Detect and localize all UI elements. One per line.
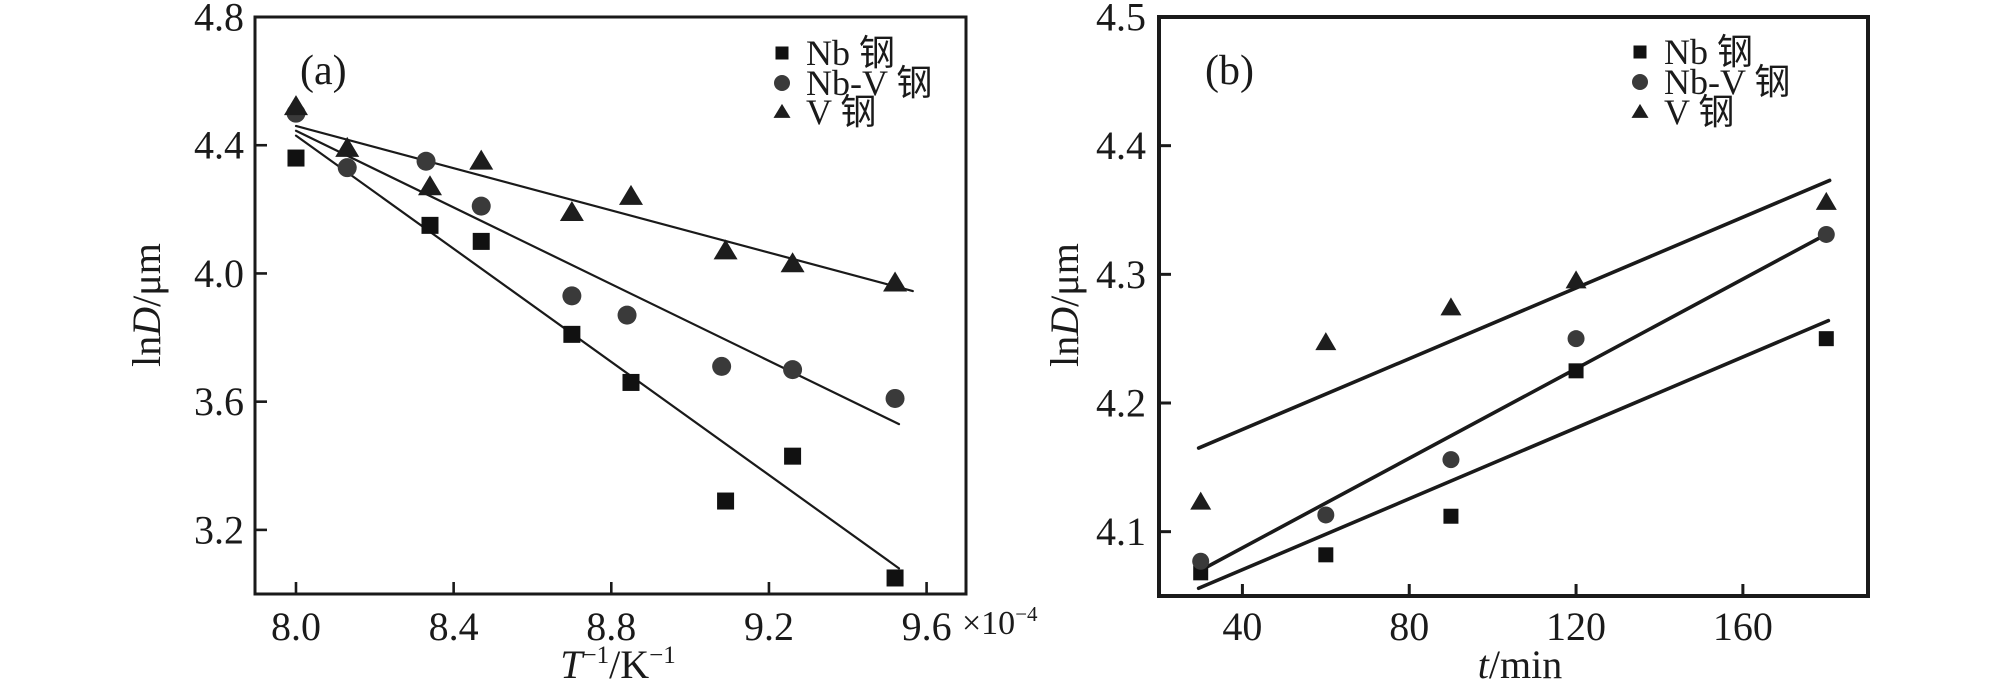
point-triangle (1190, 491, 1212, 510)
point-square (472, 232, 490, 250)
x-tick-label: 8.4 (429, 604, 479, 649)
x-tick-label: 9.2 (744, 604, 794, 649)
point-square (1443, 508, 1459, 524)
x-axis-label: t/min (1478, 642, 1562, 687)
point-triangle (713, 239, 738, 260)
point-square (784, 447, 802, 465)
y-tick-label: 4.8 (194, 0, 244, 40)
legend-marker-triangle (1631, 103, 1649, 118)
point-triangle (1440, 297, 1462, 316)
fit-line-triangle (294, 124, 914, 293)
legend-marker-triangle (773, 103, 791, 118)
legend-label: Nb 钢 (806, 33, 895, 73)
y-tick-label: 4.0 (194, 251, 244, 296)
point-circle (337, 158, 357, 178)
point-circle (1192, 552, 1210, 570)
legend-label: V 钢 (806, 92, 876, 132)
x-tick-label: 80 (1389, 604, 1429, 649)
point-square (1568, 363, 1584, 379)
point-square (1318, 547, 1334, 563)
fit-line-circle (1198, 231, 1831, 573)
y-axis-label: lnD/μm (1042, 243, 1087, 367)
point-triangle (780, 252, 805, 273)
point-circle (617, 305, 637, 325)
fit-line-square (294, 134, 901, 570)
x-tick-label: 9.6 (902, 604, 952, 649)
x-tick-label: 8.8 (586, 604, 636, 649)
point-circle (783, 360, 803, 380)
point-square (287, 149, 305, 167)
x-tick-label: 120 (1546, 604, 1606, 649)
y-tick-label: 4.4 (194, 123, 244, 168)
y-tick-label: 4.3 (1096, 252, 1146, 297)
legend-label: Nb-V 钢 (806, 63, 932, 103)
legend-label: Nb-V 钢 (1664, 62, 1790, 102)
point-circle (416, 151, 436, 171)
point-circle (1817, 225, 1835, 243)
point-circle (562, 286, 582, 306)
point-square (1193, 565, 1209, 581)
point-square (717, 492, 735, 510)
point-square (886, 569, 904, 587)
y-tick-label: 3.6 (194, 379, 244, 424)
point-circle (1442, 451, 1460, 469)
point-triangle (883, 271, 908, 292)
legend-label: Nb 钢 (1664, 32, 1753, 72)
point-circle (885, 388, 905, 408)
x-axis-label: T−1/K−1 (560, 642, 675, 687)
fit-line-circle (294, 129, 901, 426)
y-axis-label: lnD/μm (124, 243, 169, 367)
point-square (421, 216, 439, 234)
panel-b: Nb 钢Nb-V 钢V 钢 (1157, 15, 1870, 598)
plot-frame (1157, 15, 1870, 598)
point-triangle (335, 136, 360, 157)
y-tick-label: 4.2 (1096, 381, 1146, 426)
point-triangle (1815, 191, 1837, 210)
panel-label: (a) (300, 48, 347, 94)
legend-marker-circle (1632, 74, 1648, 90)
point-triangle (283, 95, 308, 116)
legend-label: V 钢 (1664, 92, 1734, 132)
panel-label: (b) (1205, 48, 1254, 94)
fit-line-triangle (1196, 178, 1832, 450)
point-triangle (559, 200, 584, 221)
y-tick-label: 4.4 (1096, 123, 1146, 168)
point-triangle (1565, 270, 1587, 289)
fit-line-square (1196, 318, 1831, 591)
legend-marker-square (1633, 45, 1647, 59)
point-circle (712, 356, 732, 376)
point-triangle (1315, 332, 1337, 351)
panel-a: Nb 钢Nb-V 钢V 钢 (253, 15, 968, 596)
legend: Nb 钢Nb-V 钢V 钢 (1631, 32, 1790, 132)
y-tick-label: 3.2 (194, 507, 244, 552)
point-circle (1567, 330, 1585, 348)
point-square (622, 373, 640, 391)
legend-marker-square (775, 46, 789, 60)
y-tick-label: 4.1 (1096, 509, 1146, 554)
point-square (1818, 331, 1834, 347)
point-triangle (618, 184, 643, 205)
point-triangle (469, 149, 494, 170)
x-axis-multiplier: ×10−4 (962, 602, 1038, 642)
x-tick-label: 8.0 (271, 604, 321, 649)
point-circle (471, 196, 491, 216)
y-tick-label: 4.5 (1096, 0, 1146, 40)
legend-marker-circle (774, 75, 790, 91)
x-tick-label: 160 (1713, 604, 1773, 649)
legend: Nb 钢Nb-V 钢V 钢 (773, 33, 932, 132)
point-circle (1317, 506, 1335, 524)
point-triangle (417, 175, 442, 196)
point-square (563, 325, 581, 343)
x-tick-label: 40 (1222, 604, 1262, 649)
